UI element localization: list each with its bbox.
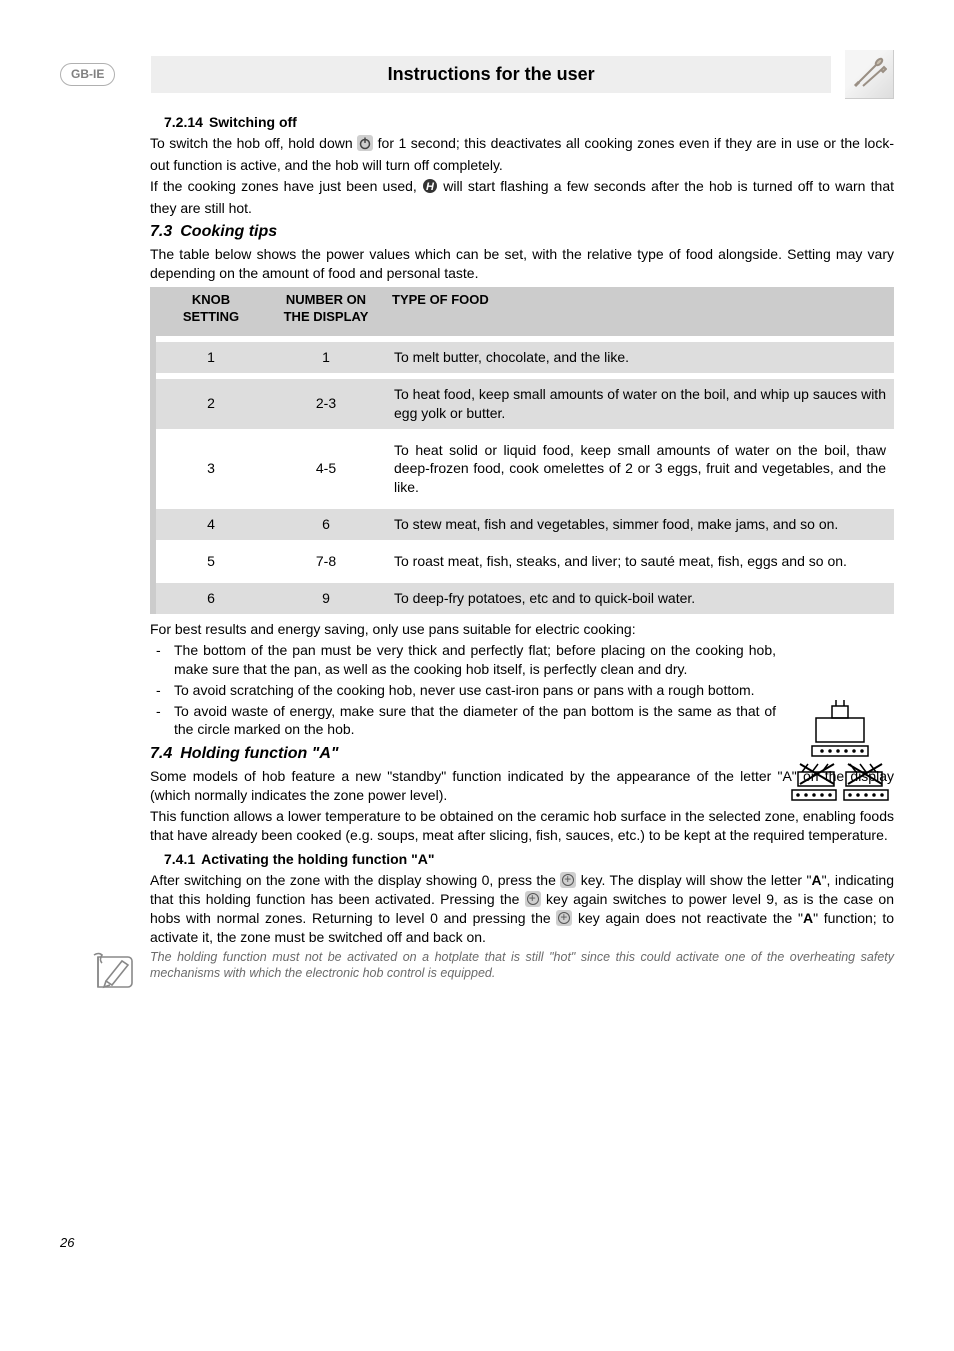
tips-list: The bottom of the pan must be very thick…	[150, 641, 894, 739]
cell-disp: 4-5	[266, 435, 386, 504]
col-knob: KNOB SETTING	[156, 287, 266, 336]
heading-7-2-14: 7.2.14 Switching off	[164, 113, 894, 132]
table-row: 2 2-3 To heat food, keep small amounts o…	[150, 379, 894, 429]
paragraph: After switching on the zone with the dis…	[150, 871, 894, 947]
table-row: 3 4-5 To heat solid or liquid food, keep…	[150, 435, 894, 504]
table-row: 4 6 To stew meat, fish and vegetables, s…	[150, 509, 894, 540]
svg-text:H: H	[426, 181, 435, 193]
plus-key-icon	[525, 891, 541, 907]
paragraph: This function allows a lower temperature…	[150, 807, 894, 845]
text: key. The display will show the letter "	[576, 872, 811, 888]
cell-knob: 4	[156, 509, 266, 540]
heading-7-4-1: 7.4.1 Activating the holding function "A"	[164, 850, 894, 869]
header-row: GB-IE Instructions for the user	[60, 50, 894, 99]
hot-h-icon: H	[422, 178, 438, 199]
table-row: 5 7-8 To roast meat, fish, steaks, and l…	[150, 546, 894, 577]
note-icon	[92, 949, 140, 998]
text-bold: A	[803, 910, 813, 926]
table-row: 6 9 To deep-fry potatoes, etc and to qui…	[150, 583, 894, 614]
table-header-row: KNOB SETTING NUMBER ON THE DISPLAY TYPE …	[150, 287, 894, 336]
power-key-icon	[357, 135, 373, 156]
heading-text: Holding function "A"	[180, 745, 338, 762]
cell-knob: 1	[156, 342, 266, 373]
text: To switch the hob off, hold down	[150, 135, 357, 151]
heading-number: 7.4.1	[164, 851, 195, 867]
power-settings-table: KNOB SETTING NUMBER ON THE DISPLAY TYPE …	[150, 287, 894, 614]
col-food: TYPE OF FOOD	[386, 287, 894, 336]
cell-food: To deep-fry potatoes, etc and to quick-b…	[386, 583, 894, 614]
heading-number: 7.3	[150, 223, 172, 240]
heading-text: Cooking tips	[180, 223, 277, 240]
cell-knob: 5	[156, 546, 266, 577]
cell-knob: 3	[156, 435, 266, 504]
cell-knob: 2	[156, 379, 266, 429]
cell-food: To heat solid or liquid food, keep small…	[386, 435, 894, 504]
paragraph: If the cooking zones have just been used…	[150, 177, 894, 218]
heading-text: Switching off	[209, 114, 297, 130]
paragraph: The table below shows the power values w…	[150, 245, 894, 283]
cell-disp: 7-8	[266, 546, 386, 577]
language-badge: GB-IE	[60, 63, 115, 85]
heading-number: 7.2.14	[164, 114, 203, 130]
note-text: The holding function must not be activat…	[150, 949, 894, 982]
cell-food: To heat food, keep small amounts of wate…	[386, 379, 894, 429]
list-item: The bottom of the pan must be very thick…	[150, 641, 894, 679]
paragraph: To switch the hob off, hold down for 1 s…	[150, 134, 894, 175]
cell-disp: 6	[266, 509, 386, 540]
cell-food: To roast meat, fish, steaks, and liver; …	[386, 546, 894, 577]
cell-disp: 2-3	[266, 379, 386, 429]
cell-disp: 9	[266, 583, 386, 614]
content: 7.2.14 Switching off To switch the hob of…	[150, 113, 894, 998]
paragraph: For best results and energy saving, only…	[150, 620, 894, 639]
list-item: To avoid scratching of the cooking hob, …	[150, 681, 894, 700]
heading-text: Activating the holding function "A"	[201, 851, 434, 867]
plus-key-icon	[556, 910, 572, 926]
heading-7-3: 7.3 Cooking tips	[150, 221, 894, 243]
cell-disp: 1	[266, 342, 386, 373]
plus-key-icon	[560, 872, 576, 888]
heading-number: 7.4	[150, 745, 172, 762]
text: After switching on the zone with the dis…	[150, 872, 560, 888]
note-block: The holding function must not be activat…	[92, 949, 894, 998]
table-row: 1 1 To melt butter, chocolate, and the l…	[150, 342, 894, 373]
paragraph: Some models of hob feature a new "standb…	[150, 767, 894, 805]
heading-7-4: 7.4 Holding function "A"	[150, 743, 894, 765]
cell-food: To melt butter, chocolate, and the like.	[386, 342, 894, 373]
col-display: NUMBER ON THE DISPLAY	[266, 287, 386, 336]
cell-knob: 6	[156, 583, 266, 614]
text: key again does not reactivate the "	[572, 910, 803, 926]
text-bold: A	[811, 872, 821, 888]
manual-corner-icon	[845, 50, 894, 99]
cell-food: To stew meat, fish and vegetables, simme…	[386, 509, 894, 540]
page-number: 26	[60, 1234, 74, 1252]
page: GB-IE Instructions for the user 7.2.14 Sw…	[0, 0, 954, 1280]
list-item: To avoid waste of energy, make sure that…	[150, 702, 894, 740]
text: Some models of hob feature a new "standb…	[150, 768, 894, 803]
page-title: Instructions for the user	[151, 56, 831, 92]
text: If the cooking zones have just been used…	[150, 178, 422, 194]
